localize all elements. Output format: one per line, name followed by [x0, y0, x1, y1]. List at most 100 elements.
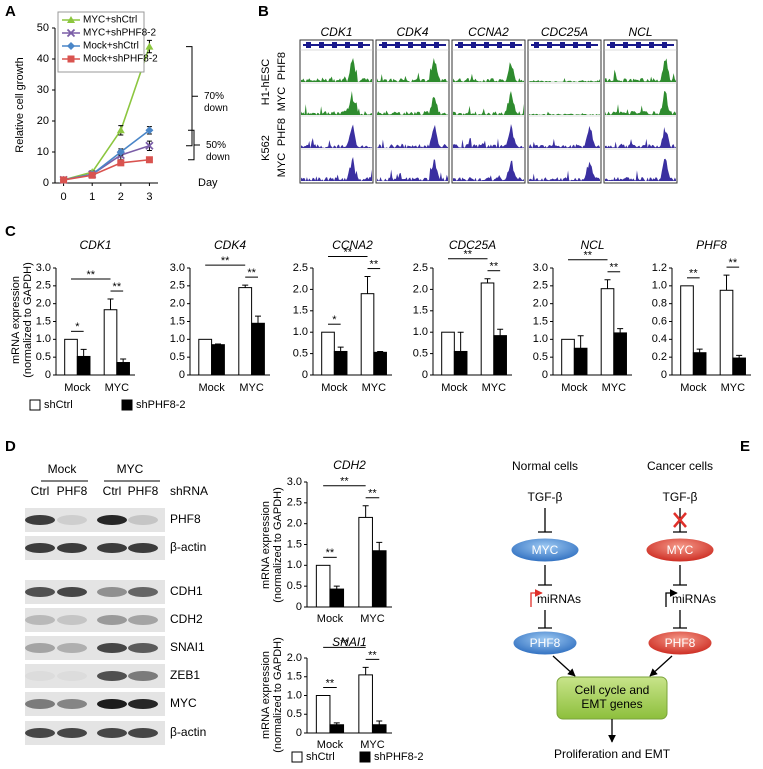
y-tick-label: 0	[296, 601, 302, 613]
y-tick-label: 1.0	[293, 326, 308, 338]
y-tick-label: 0.8	[652, 298, 667, 310]
bar	[692, 352, 707, 376]
outcome-label: Proliferation and EMT	[554, 747, 671, 761]
signal-label: TGF-β	[528, 490, 563, 504]
significance-label: **	[583, 250, 592, 262]
marker	[116, 126, 125, 134]
error-bar	[376, 720, 383, 725]
y-tick-label: 0.2	[652, 351, 667, 363]
group-label: MYC	[117, 462, 144, 476]
x-tick-label: Mock	[561, 382, 588, 394]
chip-signal	[453, 62, 524, 82]
significance-label: **	[368, 488, 377, 500]
exon	[345, 42, 350, 48]
error-bar	[497, 328, 504, 336]
bar	[480, 282, 495, 376]
chip-signal	[605, 158, 676, 181]
marker	[66, 28, 76, 38]
error-bar	[484, 278, 491, 283]
chart-title: SNAI1	[332, 635, 367, 649]
error-bar	[215, 343, 221, 345]
exon	[319, 42, 324, 48]
y-tick-label: 0.5	[36, 351, 51, 363]
x-tick-label: MYC	[105, 382, 130, 394]
significance-label: **	[247, 267, 256, 279]
blot-band	[97, 515, 127, 525]
error-bar	[364, 276, 371, 294]
y-tick-label: 3.0	[287, 476, 302, 488]
marker	[88, 171, 96, 179]
y-tick-label: 0	[179, 369, 185, 381]
significance-label: **	[340, 476, 349, 488]
inhibit-edge	[673, 610, 687, 629]
y-tick-label: 30	[37, 84, 49, 96]
annotation: 70% down	[204, 91, 228, 114]
chip-signal	[605, 58, 676, 82]
bar	[198, 338, 213, 376]
exon	[560, 42, 565, 48]
bar	[329, 724, 345, 734]
series-line	[63, 158, 150, 181]
panel-label: C	[5, 223, 16, 240]
factor-label: MYC	[276, 87, 288, 112]
bar	[719, 289, 734, 376]
x-tick-label: 0	[61, 191, 67, 203]
target-node	[647, 630, 713, 656]
lane-label: PHF8	[128, 484, 159, 498]
chip-signal	[301, 58, 372, 82]
error-bar	[723, 274, 730, 291]
significance-label: **	[343, 246, 352, 258]
y-tick-label: 0.5	[413, 348, 428, 360]
genes-label: Cell cycle and EMT genes	[575, 683, 650, 711]
significance-label: **	[490, 261, 499, 273]
blot-band	[57, 615, 87, 625]
blot-band	[128, 728, 158, 738]
error-bar	[80, 348, 87, 357]
legend-swatch	[291, 751, 303, 763]
exon	[358, 42, 363, 48]
y-tick-label: 1.5	[293, 305, 308, 317]
bar	[321, 331, 335, 376]
protein-label: SNAI1	[170, 640, 205, 654]
bar	[315, 564, 331, 608]
legend-swatch	[359, 751, 371, 763]
exon	[306, 42, 311, 48]
marker	[67, 16, 75, 23]
blot-band	[25, 671, 55, 681]
significance-label: **	[610, 262, 619, 274]
x-tick-label: Mock	[321, 382, 348, 394]
y-tick-label: 0.5	[287, 580, 302, 592]
legend-label: Mock+shCtrl	[83, 41, 139, 52]
exon	[623, 42, 628, 48]
x-tick-label: 2	[118, 191, 124, 203]
promoter-arrow	[530, 589, 543, 607]
exon	[573, 42, 578, 48]
blot-band	[57, 643, 87, 653]
chip-signal	[529, 77, 600, 82]
blot-band	[128, 615, 158, 625]
exon	[484, 42, 489, 48]
target-label: PHF8	[665, 636, 696, 650]
marker	[145, 141, 154, 150]
bar	[373, 351, 387, 376]
significance-label: **	[729, 257, 738, 269]
y-tick-label: 2.5	[533, 280, 548, 292]
protein-label: β-actin	[170, 540, 206, 554]
y-tick-label: 1.0	[413, 326, 428, 338]
exon	[332, 42, 337, 48]
error-bar	[362, 666, 369, 675]
y-tick-label: 1.5	[413, 305, 428, 317]
y-tick-label: 0.6	[652, 315, 667, 327]
error-bar	[107, 298, 114, 310]
error-bar	[376, 541, 383, 551]
x-tick-label: Mock	[441, 382, 468, 394]
x-tick-label: MYC	[239, 382, 264, 394]
gene-title: CDK1	[320, 25, 352, 39]
y-tick-label: 2.5	[170, 280, 185, 292]
y-tick-label: 2.5	[293, 262, 308, 274]
y-tick-label: 1.5	[36, 315, 51, 327]
chip-signal	[453, 91, 524, 115]
y-tick-label: 1.0	[287, 559, 302, 571]
blot-band	[128, 515, 158, 525]
